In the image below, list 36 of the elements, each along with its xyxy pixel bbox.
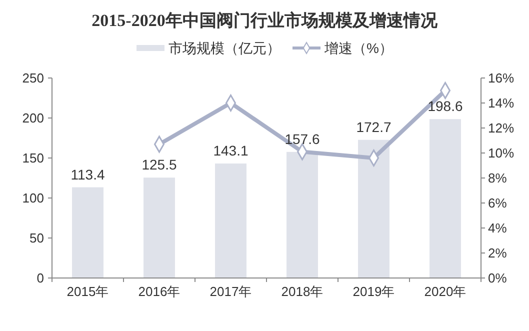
text: 157.6 xyxy=(284,130,320,147)
y-tick-label: 50 xyxy=(30,230,44,246)
y2-tick-label: 16% xyxy=(488,70,514,86)
y-tick-label: 200 xyxy=(22,110,44,126)
y-tick-label: 0 xyxy=(36,270,44,286)
bar xyxy=(286,152,318,278)
x-tick-label: 2017年 xyxy=(210,284,252,299)
x-tick-label: 2016年 xyxy=(138,284,180,299)
text: 113.4 xyxy=(70,166,105,182)
y2-tick-label: 14% xyxy=(488,96,514,111)
bar xyxy=(72,187,104,278)
legend-label: 市场规模（亿元） xyxy=(168,40,280,56)
legend-label: 增速（%） xyxy=(324,40,393,56)
x-tick-label: 2019年 xyxy=(352,284,395,299)
y2-tick-label: 10% xyxy=(488,146,514,161)
text: 125.5 xyxy=(142,156,177,173)
x-tick-label: 2020年 xyxy=(424,284,466,299)
bar xyxy=(430,119,461,278)
x-tick-label: 2018年 xyxy=(281,284,324,299)
y2-tick-label: 8% xyxy=(488,170,508,186)
y-tick-label: 250 xyxy=(22,70,44,86)
y2-tick-label: 12% xyxy=(488,120,514,136)
chart-title: 2015-2020年中国阀门行业市场规模及增速情况 xyxy=(92,11,438,30)
y2-tick-label: 6% xyxy=(488,196,508,211)
bar xyxy=(215,164,246,278)
y2-tick-label: 0% xyxy=(488,270,508,286)
y2-tick-label: 2% xyxy=(488,246,508,261)
bar xyxy=(144,178,175,278)
text: 172.7 xyxy=(356,118,392,135)
text: 198.6 xyxy=(428,98,463,114)
y2-tick-label: 4% xyxy=(488,220,508,236)
y-tick-label: 100 xyxy=(22,190,44,206)
text: 143.1 xyxy=(213,142,248,159)
x-tick-label: 2015年 xyxy=(66,284,109,299)
bar xyxy=(358,140,390,278)
y-tick-label: 150 xyxy=(22,150,44,166)
